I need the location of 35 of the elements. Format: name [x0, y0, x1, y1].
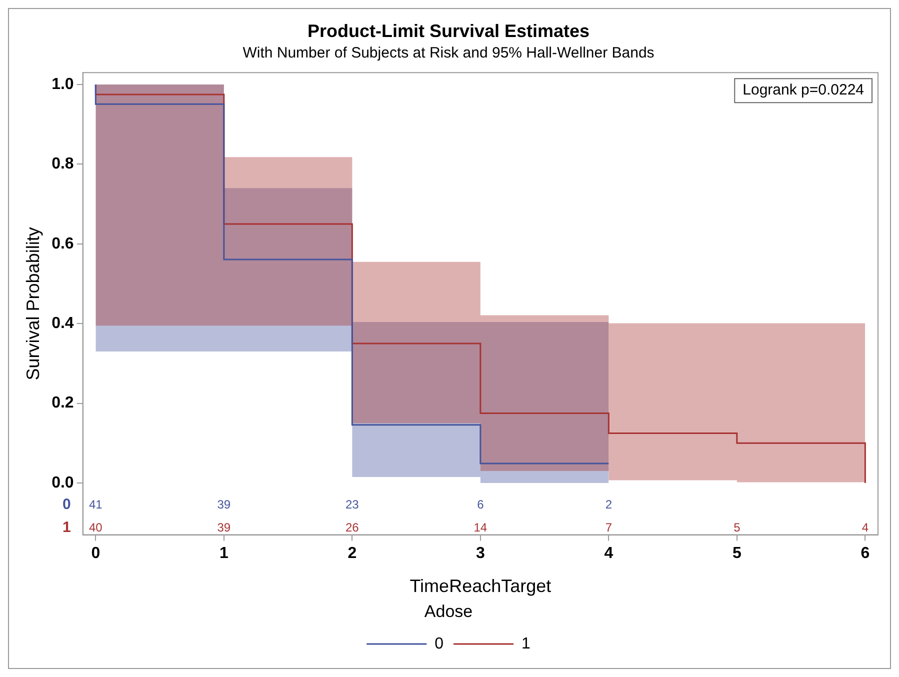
- y-axis-title: Survival Probability: [22, 227, 43, 380]
- x-axis-title: TimeReachTarget: [410, 576, 552, 596]
- legend-label: 0: [434, 635, 444, 652]
- chart-subtitle: With Number of Subjects at Risk and 95% Hall-Wellner Bands: [242, 44, 654, 62]
- x-tick-label: 6: [860, 544, 870, 562]
- annotation: 5: [734, 520, 741, 534]
- annotation: 6: [477, 497, 484, 512]
- y-tick-label: 0.6: [52, 235, 74, 252]
- annotation: 41: [88, 497, 103, 512]
- legend-title: Adose: [424, 602, 473, 621]
- y-tick-label: 0.8: [52, 156, 74, 173]
- annotation: 23: [345, 497, 360, 512]
- annotation: 2: [605, 497, 612, 512]
- y-tick-label: 1.0: [52, 76, 74, 93]
- x-tick-label: 2: [348, 544, 357, 562]
- annotation: 7: [605, 520, 612, 534]
- x-tick-label: 5: [732, 544, 742, 562]
- annotation: 26: [345, 520, 360, 534]
- x-tick-label: 3: [476, 544, 485, 562]
- annotation: 4: [862, 520, 869, 534]
- x-tick-label: 1: [219, 544, 228, 562]
- x-tick-label: 4: [604, 544, 614, 562]
- chart-title: Product-Limit Survival Estimates: [307, 20, 590, 41]
- annotation: 14: [474, 520, 488, 534]
- annotation: 40: [88, 520, 103, 534]
- annotation: Logrank p=0.0224: [742, 82, 864, 99]
- text: 0: [62, 496, 71, 514]
- x-tick-label: 0: [91, 544, 100, 562]
- annotation: 39: [217, 497, 231, 512]
- y-tick-label: 0.4: [52, 315, 74, 332]
- annotation: 39: [217, 520, 231, 534]
- text: 1: [62, 519, 71, 536]
- y-tick-label: 0.2: [52, 394, 74, 412]
- legend-label: 1: [522, 635, 530, 652]
- y-tick-label: 0.0: [52, 474, 74, 492]
